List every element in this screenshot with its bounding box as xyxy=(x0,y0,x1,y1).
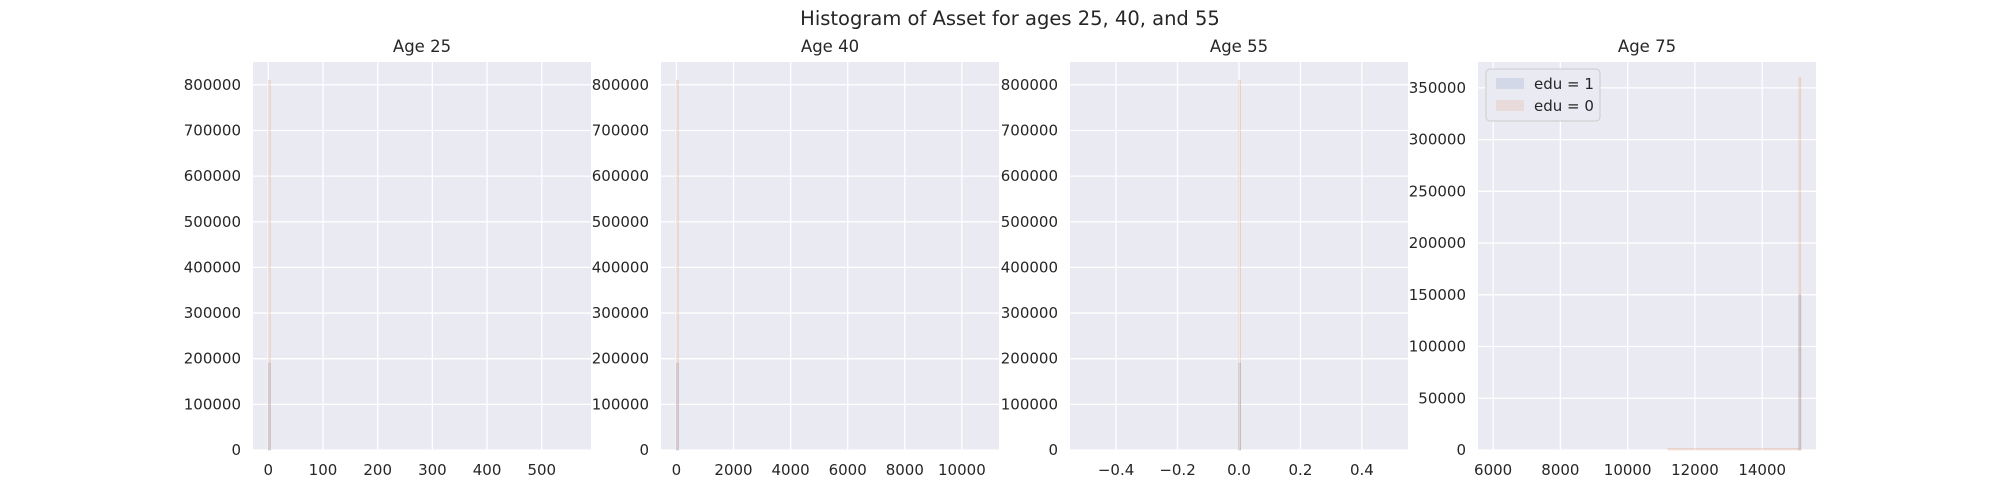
legend-frame xyxy=(1485,68,1601,122)
subplot-2: 0 2000 4000 6000 8000 10000010000020000030000… xyxy=(592,37,999,479)
axes-background xyxy=(253,62,591,450)
x-tick-label: 8000 xyxy=(1541,461,1579,479)
x-tick-label: 14000 xyxy=(1738,461,1786,479)
x-tick-label: −0.4 xyxy=(1098,461,1134,479)
y-tick-label: 600000 xyxy=(592,167,649,185)
subplot-title: Age 40 xyxy=(801,37,859,56)
histogram-bar-edu0 xyxy=(268,79,271,451)
y-tick-label: 300000 xyxy=(184,304,241,322)
subplot-title: Age 75 xyxy=(1618,37,1676,56)
y-tick-label: 0 xyxy=(1456,441,1466,459)
histogram-bar-edu0 xyxy=(676,79,679,451)
panels: 0 100 200 300 400 500010000020000030000040000… xyxy=(184,37,1816,479)
histogram-bar-edu0 xyxy=(1667,448,1800,451)
y-tick-label: 200000 xyxy=(592,350,649,368)
y-tick-label: 150000 xyxy=(1409,286,1466,304)
y-tick-label: 0 xyxy=(639,441,649,459)
x-tick-label: 0.2 xyxy=(1289,461,1313,479)
y-tick-label: 800000 xyxy=(592,76,649,94)
y-tick-label: 400000 xyxy=(1001,258,1058,276)
y-tick-label: 100000 xyxy=(592,395,649,413)
axes-background xyxy=(1478,62,1816,450)
histogram-bar-edu0 xyxy=(1238,79,1241,451)
x-tick-label: 6000 xyxy=(829,461,867,479)
figure-title: Histogram of Asset for ages 25, 40, and … xyxy=(800,7,1220,30)
x-tick-label: 200 xyxy=(363,461,392,479)
y-tick-label: 0 xyxy=(231,441,241,459)
x-tick-label: 0 xyxy=(672,461,682,479)
legend-swatch xyxy=(1496,78,1524,89)
y-tick-label: 400000 xyxy=(592,258,649,276)
y-tick-label: 500000 xyxy=(184,213,241,231)
y-tick-label: 800000 xyxy=(184,76,241,94)
x-tick-label: 0.0 xyxy=(1227,461,1251,479)
x-tick-label: 12000 xyxy=(1671,461,1719,479)
subplot-1: 0 100 200 300 400 500 0 100000 200000 300000 40000… xyxy=(184,37,591,479)
x-tick-label: 4000 xyxy=(772,461,810,479)
y-tick-label: 250000 xyxy=(1409,182,1466,200)
x-tick-label: 6000 xyxy=(1474,461,1512,479)
y-tick-label: 600000 xyxy=(1001,167,1058,185)
y-tick-label: 700000 xyxy=(1001,121,1058,139)
x-tick-label: 400 xyxy=(473,461,502,479)
legend-label: edu = 0 xyxy=(1534,97,1594,115)
legend: edu = 1 edu = 0 xyxy=(1485,68,1601,122)
x-tick-label: 0 xyxy=(264,461,274,479)
x-tick-label: 500 xyxy=(527,461,556,479)
y-tick-label: 100000 xyxy=(184,395,241,413)
y-tick-label: 400000 xyxy=(184,258,241,276)
y-tick-label: 300000 xyxy=(1409,131,1466,149)
legend-label: edu = 1 xyxy=(1534,75,1594,93)
subplot-title: Age 25 xyxy=(393,37,451,56)
y-tick-label: 700000 xyxy=(184,121,241,139)
y-tick-label: 100000 xyxy=(1409,338,1466,356)
histogram-bar-edu1 xyxy=(676,362,679,451)
x-tick-label: 8000 xyxy=(886,461,924,479)
y-tick-label: 300000 xyxy=(592,304,649,322)
y-tick-label: 500000 xyxy=(1001,213,1058,231)
y-tick-label: 100000 xyxy=(1001,395,1058,413)
legend-swatch xyxy=(1496,100,1524,111)
y-tick-label: 500000 xyxy=(592,213,649,231)
x-tick-label: 10000 xyxy=(1604,461,1652,479)
subplot-title: Age 55 xyxy=(1210,37,1268,56)
subplot-4: 6000 8000 10000 12000 14000 0 50000 100000 15000… xyxy=(1409,37,1816,479)
x-tick-label: 0.4 xyxy=(1350,461,1374,479)
y-tick-label: 200000 xyxy=(184,350,241,368)
x-tick-label: 2000 xyxy=(714,461,752,479)
x-tick-label: −0.2 xyxy=(1159,461,1195,479)
x-tick-label: 300 xyxy=(418,461,447,479)
y-tick-label: 700000 xyxy=(592,121,649,139)
y-tick-label: 600000 xyxy=(184,167,241,185)
y-tick-label: 200000 xyxy=(1409,234,1466,252)
subplot-3: −0.4 −0.2 0.0 0.2 0.4 0 100000 200000 300000 4000… xyxy=(1001,37,1408,479)
histogram-bar-edu1 xyxy=(268,362,271,451)
y-tick-label: 200000 xyxy=(1001,350,1058,368)
axes-background xyxy=(661,62,999,450)
histogram-bar-edu1 xyxy=(1238,362,1241,451)
y-tick-label: 0 xyxy=(1048,441,1058,459)
histogram-bar-edu0 xyxy=(1798,77,1802,451)
y-tick-label: 300000 xyxy=(1001,304,1058,322)
y-tick-label: 800000 xyxy=(1001,76,1058,94)
x-tick-label: 100 xyxy=(309,461,338,479)
histogram-bar-edu1 xyxy=(1798,294,1802,451)
y-tick-label: 350000 xyxy=(1409,79,1466,97)
y-tick-label: 50000 xyxy=(1418,389,1466,407)
x-tick-label: 10000 xyxy=(938,461,986,479)
